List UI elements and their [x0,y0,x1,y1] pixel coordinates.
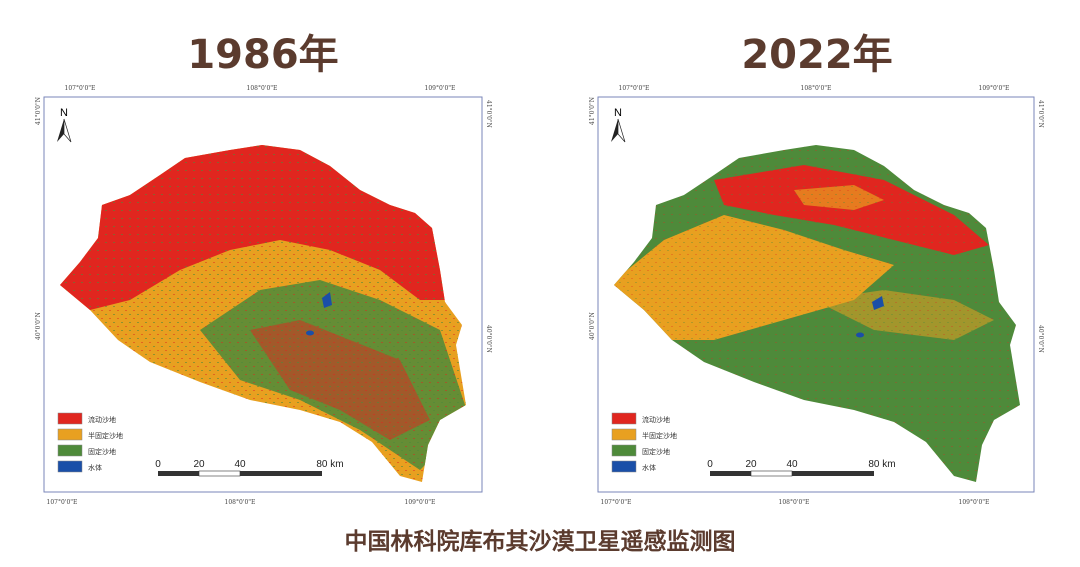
scale-tick: 0 [155,459,161,470]
legend-swatch-mobile [611,412,637,425]
north-label: N [614,107,622,119]
scale-tick: 80 km [316,459,343,470]
legend-label: 半固定沙地 [642,431,677,440]
water-body [856,332,864,338]
lon-label: 107°0'0"E [47,499,78,506]
water-body [872,296,884,310]
lon-label: 108°0'0"E [801,85,832,92]
lon-label: 107°0'0"E [601,499,632,506]
map-title-1986: 1986年 [187,32,339,78]
water-body [322,292,332,308]
legend-swatch-fixed [611,444,637,457]
legend-swatch-mobile [57,412,83,425]
lon-label: 109°0'0"E [979,85,1010,92]
map-annotations-2022: 107°0'0"E 108°0'0"E 109°0'0"E 107°0'0"E … [589,85,1044,506]
legend-swatch-fixed [57,444,83,457]
lat-label: 40°0'0"N [485,325,492,353]
lon-label: 107°0'0"E [65,85,96,92]
legend-label: 流动沙地 [88,415,116,424]
legend-label: 半固定沙地 [88,431,123,440]
lon-label: 108°0'0"E [225,499,256,506]
lon-label: 108°0'0"E [779,499,810,506]
legend-label: 流动沙地 [642,415,670,424]
legend-label: 水体 [88,463,102,472]
lon-label: 107°0'0"E [619,85,650,92]
scale-tick: 20 [193,459,205,470]
legend-swatch-semifixed [611,428,637,441]
legend-swatch-water [611,460,637,473]
north-arrow-icon [611,119,618,142]
scale-tick: 40 [234,459,246,470]
map-frame [43,96,483,493]
legend-swatch-water [57,460,83,473]
legend-label: 固定沙地 [642,447,670,456]
legend-label: 固定沙地 [88,447,116,456]
water-body [306,330,314,336]
map-frame [597,96,1035,493]
lon-label: 108°0'0"E [247,85,278,92]
lat-label: 40°0'0"N [1037,325,1044,353]
lon-label: 109°0'0"E [959,499,990,506]
map-annotations-1986: 107°0'0"E 108°0'0"E 109°0'0"E 107°0'0"E … [35,85,492,506]
lat-label: 41°0'0"N [1037,100,1044,128]
scale-tick: 20 [745,459,757,470]
legend-swatch-semifixed [57,428,83,441]
figure-caption: 中国林科院库布其沙漠卫星遥感监测图 [344,529,736,555]
scale-tick: 0 [707,459,713,470]
north-label: N [60,107,68,119]
lat-label: 41°0'0"N [589,97,596,125]
north-arrow-icon [57,119,64,142]
scale-bar [710,471,751,476]
lat-label: 40°0'0"N [589,312,596,340]
legend-label: 水体 [642,463,656,472]
scale-bar [158,471,199,476]
lon-label: 109°0'0"E [425,85,456,92]
lon-label: 109°0'0"E [405,499,436,506]
scale-tick: 40 [786,459,798,470]
scale-tick: 80 km [868,459,895,470]
lat-label: 41°0'0"N [35,97,42,125]
lat-label: 40°0'0"N [35,312,42,340]
map-title-2022: 2022年 [741,32,893,78]
lat-label: 41°0'0"N [485,100,492,128]
